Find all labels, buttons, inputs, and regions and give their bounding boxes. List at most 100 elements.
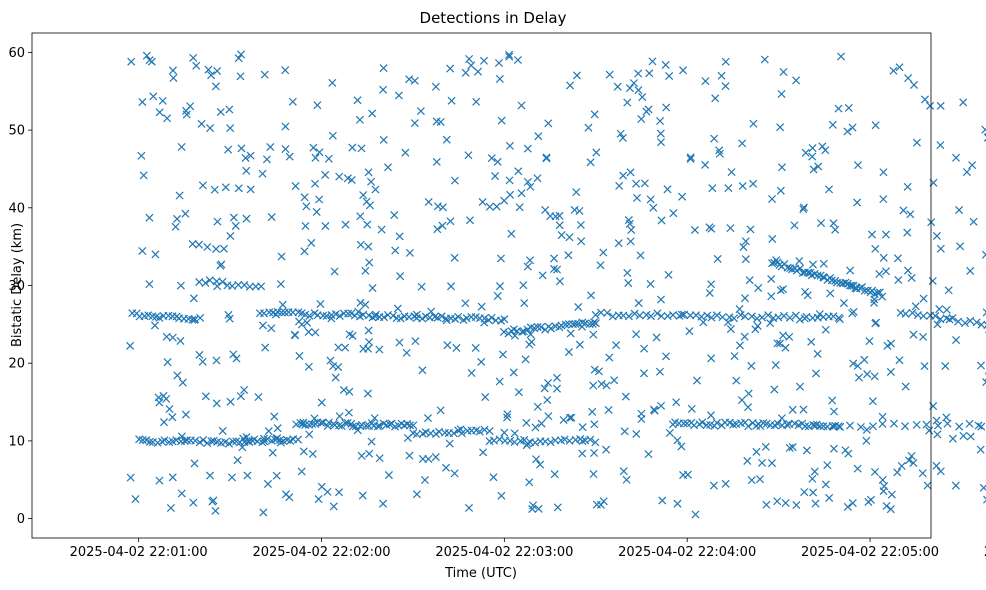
- y-tick-label: 0: [17, 512, 25, 527]
- detection-point: [792, 76, 801, 85]
- detection-point: [203, 242, 212, 252]
- detection-point: [234, 184, 243, 193]
- detection-point: [207, 71, 216, 80]
- detection-point: [764, 311, 773, 320]
- detection-point: [790, 221, 799, 230]
- detection-point: [375, 345, 384, 354]
- detection-point: [622, 475, 631, 484]
- detection-point: [796, 382, 805, 391]
- detection-point: [412, 490, 421, 499]
- detection-point: [637, 409, 646, 418]
- detection-point: [151, 250, 160, 259]
- detection-point: [503, 410, 512, 419]
- detection-point: [741, 237, 750, 246]
- detection-point: [410, 119, 419, 128]
- detection-point: [639, 369, 648, 378]
- detection-point: [353, 96, 362, 105]
- detection-point: [956, 242, 965, 251]
- x-axis: 2025-04-02 22:01:00 2025-04-02 22:02:00 20…: [70, 538, 986, 560]
- detection-point: [525, 256, 535, 265]
- detection-point: [827, 276, 836, 285]
- detection-point: [155, 313, 164, 322]
- detection-point: [942, 413, 951, 422]
- detection-point: [298, 420, 307, 429]
- detection-point: [755, 475, 765, 484]
- detection-point: [708, 184, 717, 193]
- detection-point: [218, 426, 227, 435]
- detection-point: [295, 351, 304, 360]
- detection-point: [395, 232, 404, 241]
- detection-point: [433, 225, 442, 234]
- detection-point: [821, 146, 830, 155]
- detection-point: [173, 214, 182, 223]
- detection-point: [443, 341, 452, 350]
- detection-point: [823, 461, 832, 470]
- detection-point: [253, 437, 262, 446]
- detection-point: [326, 356, 335, 365]
- detection-point: [870, 372, 879, 381]
- detection-point: [405, 421, 415, 430]
- detection-point: [843, 502, 852, 511]
- detection-point: [774, 313, 783, 322]
- detection-point: [546, 212, 555, 221]
- detection-point: [527, 337, 536, 346]
- detection-point: [740, 332, 749, 341]
- detection-point: [982, 308, 986, 317]
- detection-point: [450, 469, 459, 478]
- detection-point: [514, 388, 523, 397]
- detection-point: [625, 84, 634, 93]
- detection-point: [281, 66, 290, 75]
- detection-point: [881, 267, 890, 276]
- detection-point: [887, 490, 896, 499]
- detection-point: [348, 422, 357, 431]
- detection-point: [870, 295, 879, 304]
- detection-point: [615, 181, 624, 190]
- detection-point: [747, 312, 756, 321]
- detection-point: [331, 373, 340, 382]
- detection-point: [358, 491, 367, 500]
- detection-point: [155, 476, 164, 485]
- detection-point: [229, 350, 238, 359]
- detection-point: [808, 144, 817, 153]
- detection-point: [781, 498, 790, 507]
- detection-point: [754, 420, 763, 429]
- detection-point: [389, 311, 398, 320]
- detection-point: [808, 260, 818, 269]
- detection-point: [430, 312, 439, 321]
- detection-point: [276, 280, 285, 289]
- detection-point: [893, 254, 902, 263]
- detection-point: [442, 316, 451, 325]
- detection-point: [139, 171, 148, 180]
- detection-point: [871, 244, 880, 253]
- detection-point: [531, 423, 540, 432]
- detection-point: [679, 66, 688, 75]
- detection-point: [311, 153, 320, 162]
- detection-point: [309, 143, 318, 152]
- detection-point: [189, 53, 198, 62]
- detection-point: [198, 181, 207, 190]
- detection-point: [188, 239, 197, 248]
- detection-point: [895, 356, 904, 365]
- detection-point: [195, 438, 204, 447]
- detection-point: [834, 104, 843, 113]
- detection-point: [604, 405, 613, 414]
- detection-point: [308, 449, 317, 458]
- detection-point: [741, 255, 750, 264]
- detection-point: [911, 302, 920, 311]
- detection-point: [226, 231, 235, 241]
- detection-point: [897, 461, 906, 471]
- detection-point: [591, 310, 600, 319]
- detection-point: [217, 260, 226, 269]
- detection-point: [131, 495, 140, 504]
- detection-point: [271, 310, 281, 319]
- detection-point: [405, 75, 414, 84]
- detection-point: [871, 319, 880, 328]
- detection-point: [472, 97, 481, 106]
- detection-point: [258, 169, 267, 178]
- detection-point: [715, 149, 724, 158]
- detection-point: [555, 221, 564, 230]
- detection-point: [552, 373, 561, 382]
- detection-point: [640, 179, 649, 188]
- detection-point: [903, 182, 912, 191]
- detection-point: [544, 412, 553, 421]
